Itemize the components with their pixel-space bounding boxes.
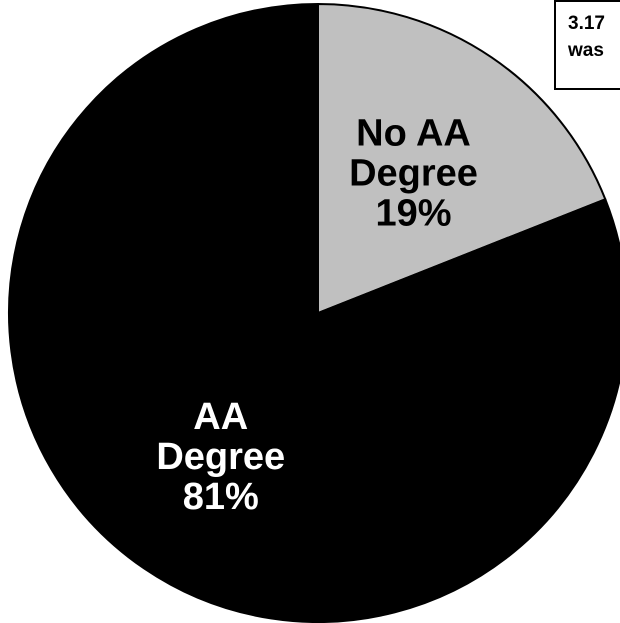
slice-name-label: Degree bbox=[349, 152, 478, 194]
annotation-line-2: was bbox=[568, 40, 604, 61]
slice-name-label: Degree bbox=[156, 436, 285, 478]
slice-name-label: AA bbox=[193, 396, 248, 438]
pie-slice-aa-degree bbox=[8, 2, 620, 623]
annotation-box: 3.17 was bbox=[554, 0, 620, 90]
annotation-line-1: 3.17 bbox=[568, 13, 605, 34]
slice-value-label: 19% bbox=[375, 192, 451, 234]
slice-value-label: 81% bbox=[183, 476, 259, 518]
pie-slice-label-aa-degree: AA Degree 81% bbox=[156, 396, 285, 518]
pie-slice-label-no-aa-degree: No AA Degree 19% bbox=[349, 112, 478, 234]
pie-slice-no-aa-degree bbox=[317, 2, 607, 315]
slice-name-label: No AA bbox=[356, 112, 471, 154]
